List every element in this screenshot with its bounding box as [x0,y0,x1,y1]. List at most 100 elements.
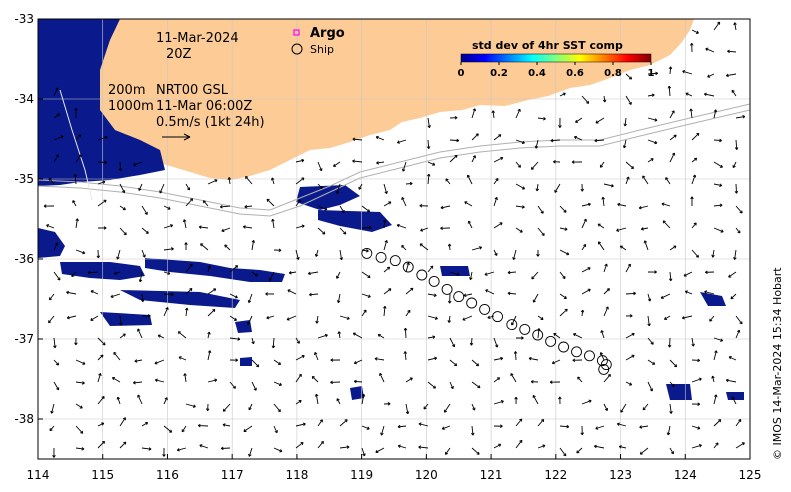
ship-position-marker [584,350,595,362]
current-arrow-head [498,134,502,138]
current-arrow-icon [339,205,345,213]
current-arrow-head [563,453,567,457]
current-arrow-icon [375,136,385,141]
current-arrow-icon [617,203,627,207]
current-arrow-head [314,393,319,397]
current-arrow-head [405,411,410,415]
current-arrow-icon [271,177,275,185]
current-arrow-head [681,316,685,320]
current-arrow-head [479,246,482,250]
current-arrow-icon [354,359,363,364]
current-arrow-icon [735,183,737,194]
current-arrow-head [737,230,741,234]
current-arrow-head [601,196,605,200]
current-arrow-icon [537,205,544,214]
current-arrow-icon [642,175,649,185]
current-arrow-head [184,307,189,311]
current-arrow-head [235,358,239,362]
current-arrow-icon [71,271,77,277]
current-arrow-icon [248,293,253,303]
current-arrow-head [235,265,239,269]
current-arrow-head [74,342,78,346]
current-arrow-icon [727,50,737,53]
current-arrow-icon [617,423,627,427]
current-arrow-head [705,270,708,275]
current-arrow-head [335,190,340,194]
current-arrow-head [647,323,651,327]
current-arrow-icon [427,315,438,320]
current-arrow-head [55,242,59,246]
current-arrow-icon [177,447,187,451]
current-arrow-head [162,454,166,457]
current-arrow-head [251,240,256,243]
current-arrow-icon [550,139,561,142]
current-arrow-head [426,173,431,177]
current-arrow-icon [660,293,671,299]
current-arrow-head [665,177,669,181]
current-arrow-head [198,225,202,229]
current-arrow-icon [53,271,61,281]
current-arrow-head [113,271,117,275]
current-arrow-head [182,219,187,223]
current-arrow-icon [248,403,253,411]
current-arrow-head [654,140,658,145]
current-arrow-head [667,344,672,348]
current-arrow-head [142,254,146,258]
current-arrow-icon [354,380,363,383]
current-arrow-head [358,186,362,190]
current-arrow-head [467,220,471,224]
current-arrow-icon [581,218,587,229]
current-arrow-head [553,333,557,337]
current-arrow-icon [245,176,253,185]
current-arrow-head [320,441,324,445]
current-arrow-head [500,356,504,361]
current-arrow-head [668,278,673,282]
current-arrow-head [170,224,174,228]
current-arrow-icon [600,352,605,361]
current-arrow-icon [601,330,605,339]
current-arrow-icon [707,73,715,78]
current-arrow-icon [669,134,677,141]
current-arrow-icon [531,271,539,280]
current-arrow-head [309,292,312,297]
current-arrow-head [639,425,643,429]
current-arrow-head [274,430,278,434]
current-arrow-icon [352,160,363,163]
current-arrow-icon [514,351,517,361]
current-arrow-icon [735,227,741,234]
current-arrow-head [728,274,732,278]
current-arrow-head [651,93,655,97]
current-arrow-head [521,336,524,340]
current-arrow-head [605,306,609,310]
current-arrow-head [649,388,654,392]
current-arrow-head [297,199,301,203]
contour-1000m [38,109,750,217]
current-arrow-head [167,271,171,275]
current-arrow-icon [728,271,737,278]
current-arrow-icon [463,293,473,297]
current-arrow-head [698,377,702,381]
current-arrow-head [384,240,388,244]
current-arrow-head [720,338,724,342]
current-arrow-icon [229,315,237,321]
current-arrow-head [725,73,729,78]
current-arrow-icon [361,309,367,317]
current-arrow-head [580,309,585,313]
current-arrow-head [352,159,356,163]
current-arrow-head [164,397,168,401]
ship-position-marker [492,311,504,323]
current-arrow-head [535,188,540,192]
current-arrow-head [382,219,387,223]
current-arrow-icon [625,73,632,80]
current-arrow-head [512,257,516,260]
current-arrow-head [406,262,410,266]
current-arrow-head [713,109,718,113]
current-arrow-head [519,439,523,443]
current-arrow-head [444,409,448,413]
ship-position-marker [375,251,387,263]
current-arrow-head [266,198,270,202]
current-arrow-icon [559,308,568,317]
current-arrow-icon [507,271,517,274]
current-arrow-icon [163,205,171,210]
current-arrow-icon [537,419,545,427]
